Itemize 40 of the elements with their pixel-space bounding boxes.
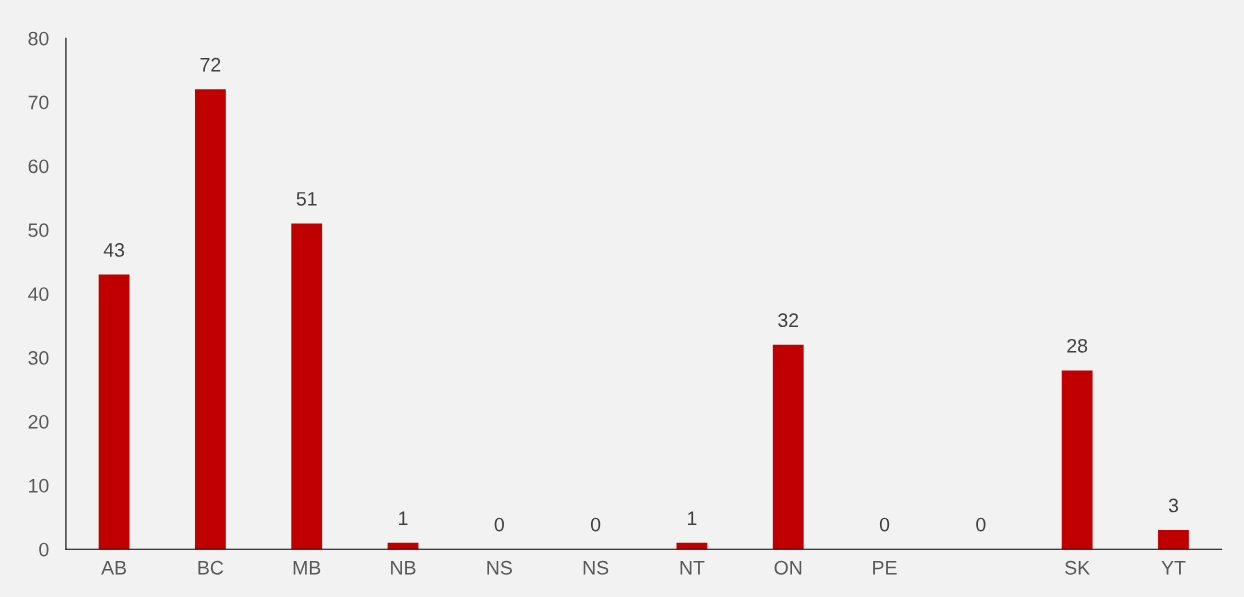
- data-label: 1: [399, 511, 408, 525]
- data-label: 28: [1067, 338, 1088, 353]
- bar: [387, 542, 419, 550]
- y-tick-label: 0: [39, 542, 49, 557]
- x-tick-label: NS: [487, 560, 512, 575]
- bar: [291, 223, 323, 550]
- data-label: 0: [976, 517, 986, 532]
- x-tick-label: MB: [293, 561, 321, 575]
- x-tick-label: AB: [101, 561, 127, 575]
- x-tick-label: NT: [680, 561, 705, 575]
- y-tick-label: 60: [28, 159, 49, 174]
- data-label: 72: [200, 57, 221, 72]
- y-tick-label: 20: [28, 414, 49, 429]
- y-tick-label: 70: [28, 95, 49, 110]
- data-label: 0: [590, 517, 601, 532]
- data-label: 0: [879, 517, 890, 532]
- y-tick-label: 50: [28, 223, 49, 238]
- y-tick-label: 30: [28, 351, 49, 365]
- bar: [98, 274, 130, 550]
- x-tick-label: PE: [873, 561, 897, 575]
- y-tick-label: 10: [29, 478, 49, 493]
- x-tick-label: BC: [198, 560, 224, 575]
- x-tick-label: NS: [583, 560, 609, 575]
- data-label: 32: [778, 313, 799, 328]
- bar: [1158, 530, 1189, 550]
- bar: [676, 542, 708, 550]
- bar: [772, 344, 804, 550]
- data-label: 3: [1168, 498, 1179, 513]
- bar: [1061, 370, 1093, 550]
- x-tick-label: YT: [1161, 561, 1186, 575]
- y-tick-label: 40: [28, 287, 49, 301]
- x-tick-label: NB: [391, 561, 416, 575]
- bar: [194, 89, 226, 550]
- x-tick-label: SK: [1065, 560, 1090, 575]
- data-label: 43: [103, 243, 125, 257]
- data-label: 0: [494, 517, 504, 532]
- data-label: 51: [296, 192, 317, 206]
- y-tick-label: 80: [28, 31, 49, 46]
- x-tick-label: ON: [774, 560, 802, 575]
- data-label: 1: [688, 511, 697, 525]
